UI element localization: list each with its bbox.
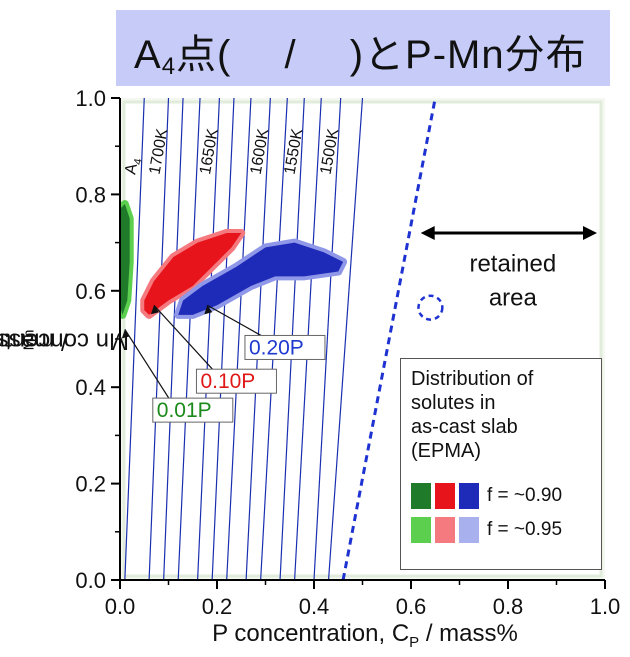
legend-swatch-blue-dark bbox=[459, 483, 479, 509]
y-tick-label: 0.4 bbox=[75, 375, 106, 400]
legend-swatch-green-light bbox=[411, 517, 431, 543]
callout-arrowhead-0.20P bbox=[204, 305, 213, 315]
legend-row-090: f = ~0.90 bbox=[487, 485, 563, 506]
legend-swatch-blue-light bbox=[459, 517, 479, 543]
isotherm-line bbox=[124, 98, 145, 580]
y-tick-label: 0.2 bbox=[75, 472, 106, 497]
isotherm-line bbox=[226, 98, 252, 580]
isotherm-line bbox=[313, 98, 342, 580]
x-tick-label: 0.4 bbox=[299, 594, 330, 619]
series-label-0.10P: 0.10P bbox=[200, 370, 255, 393]
x-tick-label: 1.0 bbox=[590, 594, 621, 619]
callout-arrowhead-0.01P bbox=[121, 329, 130, 339]
series-region-0.10P bbox=[144, 232, 242, 315]
retained-area-label: area bbox=[489, 285, 538, 312]
retained-area-label: retained bbox=[469, 251, 556, 278]
legend-swatch-red-dark bbox=[435, 483, 455, 509]
title-band bbox=[116, 10, 610, 86]
series-region-0.01P bbox=[120, 204, 130, 315]
isotherm-label-sub: 4 bbox=[132, 158, 145, 166]
callout-pointer-0.20P bbox=[207, 304, 262, 336]
legend: Distribution of solutes in as-cast slab … bbox=[400, 358, 602, 570]
isotherm-line bbox=[148, 98, 170, 580]
legend-swatch-green-dark bbox=[411, 483, 431, 509]
isotherm-line bbox=[177, 98, 201, 580]
retained-boundary-line bbox=[341, 97, 437, 581]
y-axis-label: Mn concentration, CMn / mass% bbox=[0, 327, 130, 354]
retained-arrow-right bbox=[583, 225, 597, 240]
retained-arrow-left bbox=[420, 225, 435, 240]
isotherm-line bbox=[211, 98, 235, 580]
callout-arrowhead-0.10P bbox=[150, 305, 159, 315]
y-tick-label: 0.8 bbox=[75, 182, 106, 207]
isotherm-line bbox=[163, 98, 184, 580]
y-tick-label: 0.0 bbox=[75, 568, 106, 593]
x-tick-label: 0.6 bbox=[396, 594, 427, 619]
x-tick-label: 0.8 bbox=[493, 594, 524, 619]
callout-box-0.10P bbox=[195, 368, 277, 394]
data-regions bbox=[120, 200, 348, 319]
callout-box-0.20P bbox=[244, 334, 326, 360]
x-tick-label: 0.2 bbox=[202, 594, 233, 619]
legend-swatch-red-light bbox=[435, 517, 455, 543]
callout-box-0.01P bbox=[152, 397, 234, 423]
isotherm-lines bbox=[124, 98, 364, 580]
legend-title: Distribution of solutes in as-cast slab … bbox=[411, 368, 534, 462]
isotherm-line bbox=[327, 98, 364, 580]
legend-row-095: f = ~0.95 bbox=[487, 519, 563, 540]
y-tick-label: 1.0 bbox=[75, 86, 106, 111]
x-tick-label: 0.0 bbox=[105, 594, 136, 619]
chart-title: A4点( / )とP-Mn分布 bbox=[134, 33, 587, 80]
callout-pointer-0.01P bbox=[124, 329, 170, 399]
y-tick-label: 0.6 bbox=[75, 279, 106, 304]
series-label-0.01P: 0.01P bbox=[157, 399, 212, 422]
callout-pointer-0.10P bbox=[153, 304, 213, 370]
isotherm-line bbox=[197, 98, 221, 580]
retained-circle bbox=[417, 294, 444, 321]
series-label-0.20P: 0.20P bbox=[249, 336, 304, 359]
x-axis-label: P concentration, CP / mass% bbox=[212, 620, 518, 651]
series-region-0.20P bbox=[178, 242, 344, 315]
